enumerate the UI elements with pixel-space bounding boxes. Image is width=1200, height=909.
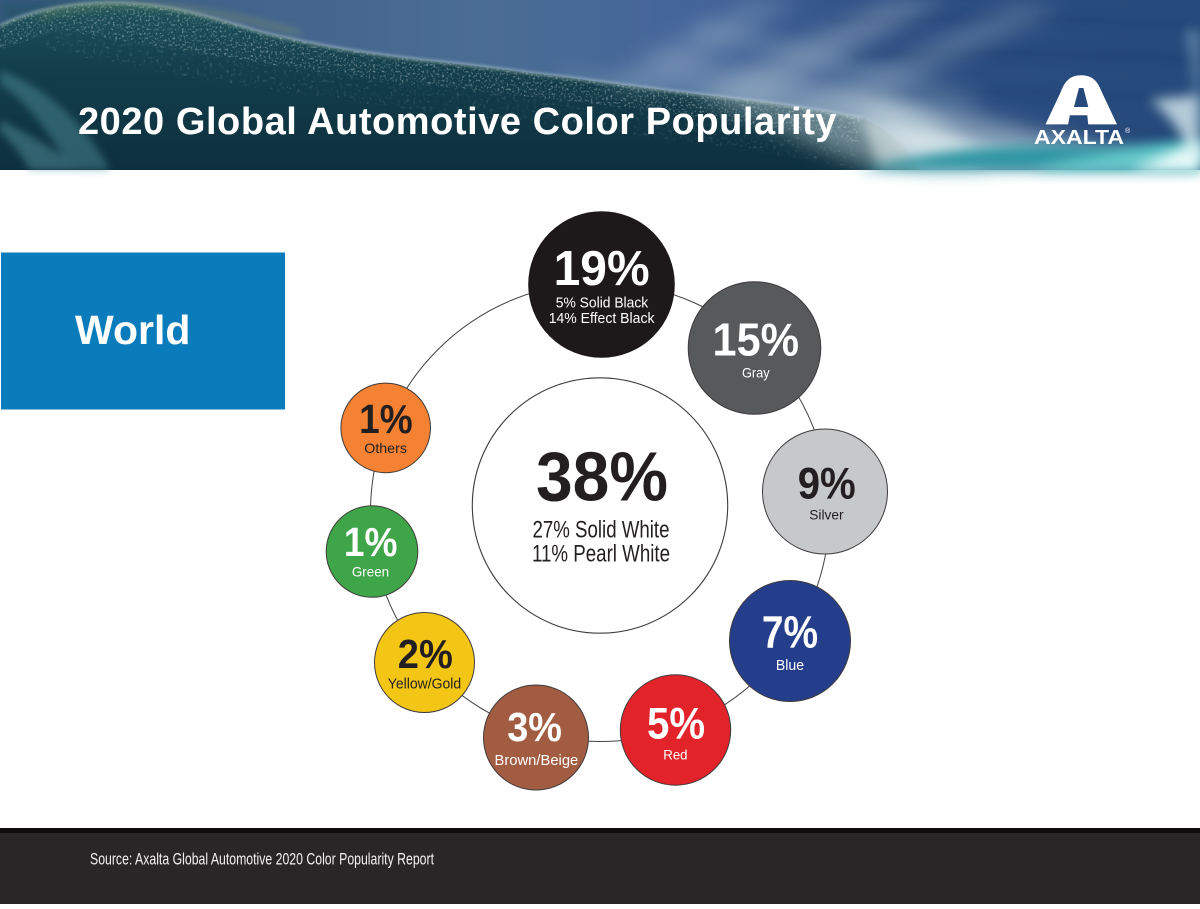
svg-text:15%: 15% (713, 313, 800, 365)
svg-text:Yellow/Gold: Yellow/Gold (388, 677, 461, 693)
svg-text:Source: Axalta Global Automoti: Source: Axalta Global Automotive 2020 Co… (90, 850, 434, 869)
svg-text:Red: Red (663, 747, 687, 763)
svg-text:Others: Others (364, 440, 407, 456)
svg-text:9%: 9% (798, 460, 856, 509)
svg-text:Gray: Gray (742, 364, 770, 380)
svg-text:7%: 7% (762, 606, 818, 657)
svg-text:Brown/Beige: Brown/Beige (495, 752, 579, 769)
svg-text:1%: 1% (359, 396, 413, 442)
svg-text:®: ® (1125, 127, 1131, 135)
svg-text:Silver: Silver (809, 507, 844, 523)
svg-text:2%: 2% (398, 631, 453, 677)
svg-text:27% Solid White: 27% Solid White (533, 517, 670, 544)
svg-text:11% Pearl White: 11% Pearl White (532, 541, 670, 568)
svg-text:14% Effect Black: 14% Effect Black (549, 311, 656, 327)
svg-text:Green: Green (352, 563, 389, 579)
svg-text:1%: 1% (344, 519, 398, 565)
svg-text:3%: 3% (507, 704, 562, 750)
svg-text:5% Solid Black: 5% Solid Black (556, 295, 649, 311)
svg-text:AXALTA: AXALTA (1034, 126, 1124, 149)
svg-text:38%: 38% (536, 438, 668, 516)
svg-text:World: World (75, 307, 190, 353)
svg-text:5%: 5% (647, 699, 705, 748)
svg-text:2020 Global Automotive Color P: 2020 Global Automotive Color Popularity (78, 101, 837, 143)
svg-text:19%: 19% (554, 242, 650, 296)
svg-text:Blue: Blue (776, 658, 804, 674)
